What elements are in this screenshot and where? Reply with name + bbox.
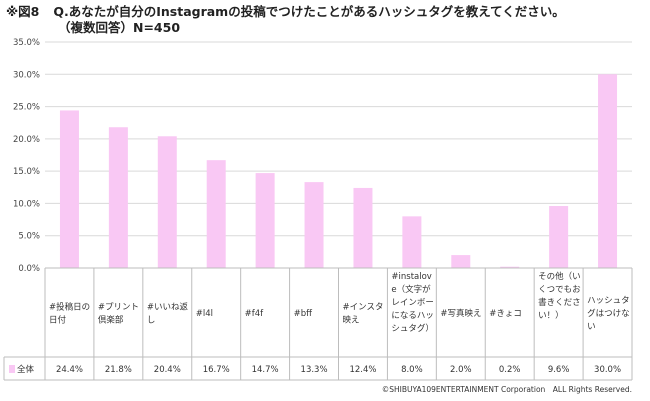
category-label: ハッシュタ [587,296,630,306]
data-value-label: 30.0% [594,365,621,375]
data-value-label: 0.2% [499,365,521,375]
data-value-label: 14.7% [252,365,279,375]
data-value-label: 21.8% [105,365,132,375]
category-label: #いいね返 [147,302,189,313]
category-label: #きょコ [489,309,522,319]
category-label: e（文字が [391,284,431,295]
y-tick-label: 30.0% [13,70,40,80]
category-label: #l4l [196,309,213,319]
category-label: 倶楽部 [98,315,124,326]
data-value-label: 2.0% [450,365,472,375]
category-label: #写真映え [440,308,481,319]
figure-number: ※図8 [6,4,40,19]
data-value-label: 16.7% [203,365,230,375]
bar [304,182,324,268]
bar [353,187,373,268]
category-label: #f4f [245,309,265,319]
chart-title: ※図8 Q.あなたが自分のInstagramの投稿でつけたことがあるハッシュタグを… [6,4,565,20]
category-label: 日付 [49,315,67,326]
bar [255,173,275,268]
y-tick-label: 10.0% [13,199,40,209]
bar [157,136,177,268]
category-label: #インスタ [343,303,384,313]
category-label: シュタグ） [391,323,434,334]
category-label: グはつけな [587,308,630,319]
y-tick-label: 15.0% [13,167,40,177]
data-value-label: 24.4% [56,365,83,375]
bar [549,206,569,268]
y-tick-label: 0.0% [18,264,40,274]
question-text: Q.あなたが自分のInstagramの投稿でつけたことがあるハッシュタグを教えて… [53,4,565,19]
y-tick-label: 20.0% [13,135,40,145]
y-tick-label: 25.0% [13,103,40,113]
category-label: になるハッ [391,311,434,321]
copyright-notice: ©SHIBUYA109ENTERTAINMENT Corporation ALL… [381,385,632,394]
legend-label: 全体 [17,364,35,375]
data-value-label: 20.4% [154,365,181,375]
y-tick-label: 5.0% [18,232,40,242]
bar [402,216,422,268]
bar [598,74,618,269]
bar [108,127,128,268]
chart-subtitle: （複数回答）N=450 [58,20,181,35]
category-label: 映え [343,315,360,326]
category-label: レインボー [391,298,434,308]
bar [451,255,471,268]
category-label: し [147,316,156,326]
category-label: #プリント [98,303,139,313]
y-tick-label: 35.0% [13,38,40,48]
category-label: い [587,322,596,332]
category-label: #bff [294,309,314,319]
data-value-label: 9.6% [548,365,570,375]
category-label: 書きくださ [538,297,581,308]
bar [500,266,520,268]
bar [59,110,79,269]
category-label: くつでもお [538,285,581,295]
category-label: その他（い [538,271,581,282]
category-label: #投稿日の [49,302,90,313]
data-value-label: 13.3% [301,365,328,375]
data-value-label: 8.0% [401,365,423,375]
data-value-label: 12.4% [349,365,376,375]
bar [206,160,226,268]
category-label: #instalov [391,272,431,282]
legend-swatch [9,365,15,373]
category-label: い！） [538,310,564,321]
